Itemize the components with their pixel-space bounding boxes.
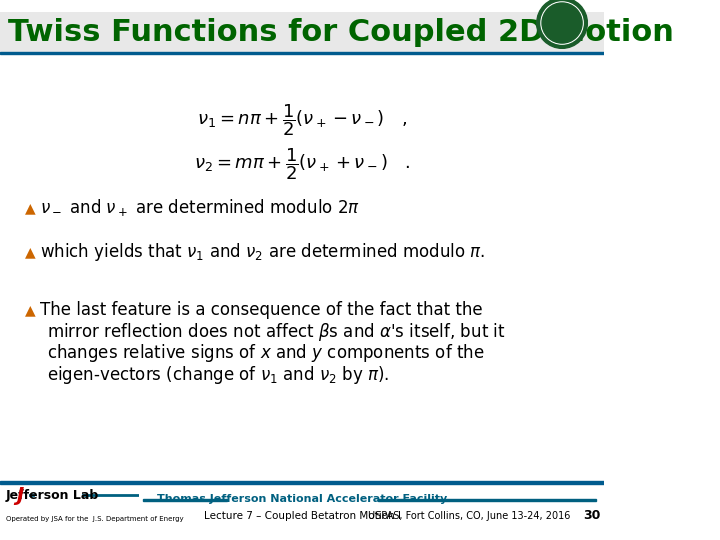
Text: 30: 30 — [582, 509, 600, 522]
Bar — [0, 12, 604, 51]
Bar — [0, 51, 604, 55]
Text: Lecture 7 – Coupled Betatron Motion I: Lecture 7 – Coupled Betatron Motion I — [204, 511, 401, 521]
Text: $\nu_1 = n\pi + \dfrac{1}{2}(\nu_+ - \nu_-)$   ,: $\nu_1 = n\pi + \dfrac{1}{2}(\nu_+ - \nu… — [197, 102, 408, 138]
Text: eigen-vectors (change of $\nu_1$ and $\nu_2$ by $\pi$).: eigen-vectors (change of $\nu_1$ and $\n… — [47, 364, 390, 386]
Bar — [378, 499, 596, 501]
Text: USPAS, Fort Collins, CO, June 13-24, 2016: USPAS, Fort Collins, CO, June 13-24, 201… — [369, 511, 571, 521]
Text: changes relative signs of $x$ and $y$ components of the: changes relative signs of $x$ and $y$ co… — [47, 342, 485, 365]
Text: which yields that $\nu_1$ and $\nu_2$ are determined modulo $\pi$.: which yields that $\nu_1$ and $\nu_2$ ar… — [40, 241, 486, 263]
Bar — [0, 55, 604, 481]
Text: $\nu_-$ and $\nu_+$ are determined modulo $2\pi$: $\nu_-$ and $\nu_+$ are determined modul… — [40, 197, 360, 218]
Bar — [143, 499, 227, 501]
Text: The last feature is a consequence of the fact that the: The last feature is a consequence of the… — [40, 301, 483, 320]
Text: ▲: ▲ — [25, 245, 36, 259]
Text: $\nu_2 = m\pi + \dfrac{1}{2}(\nu_+ + \nu_-)$   .: $\nu_2 = m\pi + \dfrac{1}{2}(\nu_+ + \nu… — [194, 146, 410, 182]
Text: ▲: ▲ — [25, 201, 36, 215]
Bar — [0, 481, 604, 484]
Text: Twiss Functions for Coupled 2D Motion: Twiss Functions for Coupled 2D Motion — [9, 18, 674, 48]
Text: mirror reflection does not affect $\beta$s and $\alpha$'s itself, but it: mirror reflection does not affect $\beta… — [47, 321, 505, 343]
Text: Thomas Jefferson National Accelerator Facility: Thomas Jefferson National Accelerator Fa… — [157, 494, 447, 504]
Text: ▲: ▲ — [25, 303, 36, 318]
